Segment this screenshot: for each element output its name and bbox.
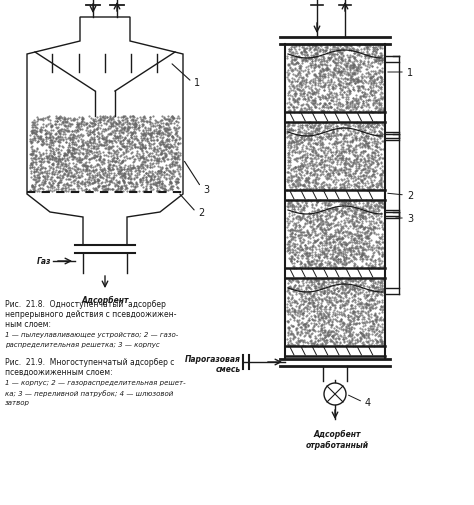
Text: непрерывного действия с псевдоожижен-: непрерывного действия с псевдоожижен- [5, 310, 176, 318]
Text: Газ: Газ [36, 257, 51, 266]
Text: 3: 3 [203, 185, 209, 194]
Text: Адсорбент
отработанный: Адсорбент отработанный [305, 429, 369, 448]
Text: Адсорбент: Адсорбент [82, 295, 128, 305]
Text: Парогазовая
смесь: Парогазовая смесь [185, 355, 241, 374]
Text: затвор: затвор [5, 399, 30, 405]
Text: 3: 3 [407, 214, 413, 224]
Text: 1 — корпус; 2 — газораспределительная решет-: 1 — корпус; 2 — газораспределительная ре… [5, 379, 186, 385]
Text: распределительная решетка; 3 — корпус: распределительная решетка; 3 — корпус [5, 341, 160, 347]
Text: 4: 4 [365, 397, 371, 407]
Text: 1: 1 [407, 68, 413, 78]
Text: псевдоожиженным слоем:: псевдоожиженным слоем: [5, 367, 113, 376]
Text: Рис.  21.9.  Многоступенчатый адсорбер с: Рис. 21.9. Многоступенчатый адсорбер с [5, 358, 174, 366]
Text: 2: 2 [198, 208, 204, 218]
Text: ным слоем:: ным слоем: [5, 319, 51, 328]
Text: 1: 1 [194, 78, 200, 88]
Text: ка; 3 — переливной патрубок; 4 — шлюзовой: ка; 3 — переливной патрубок; 4 — шлюзово… [5, 389, 173, 396]
Text: Рис.  21.8.  Одноступенчатый  адсорбер: Рис. 21.8. Одноступенчатый адсорбер [5, 299, 166, 309]
Text: 1 — пылеулавливающее устройство; 2 — газо-: 1 — пылеулавливающее устройство; 2 — газ… [5, 331, 178, 337]
Text: 2: 2 [407, 190, 413, 200]
